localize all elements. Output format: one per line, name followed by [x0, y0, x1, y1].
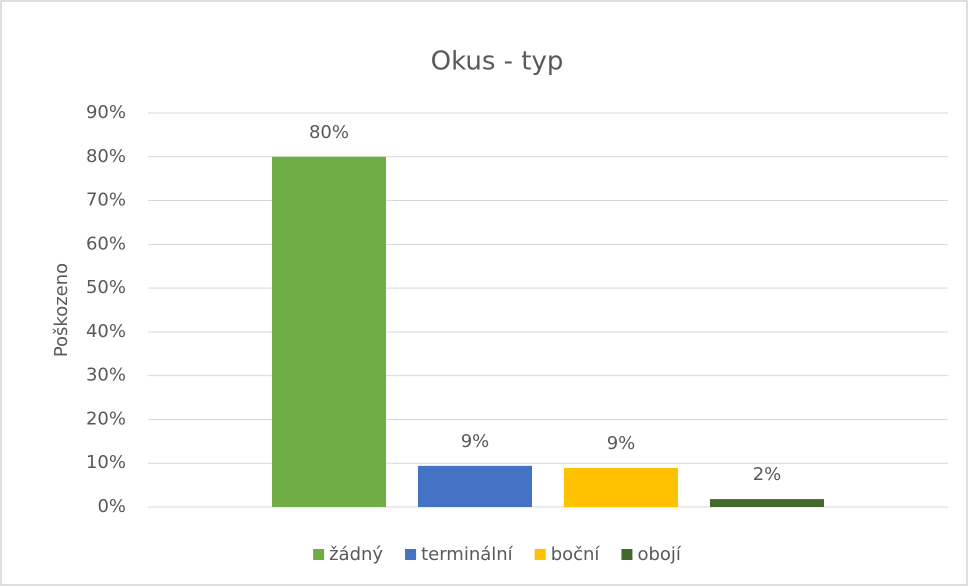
y-tick-label: 90%: [86, 102, 126, 123]
legend-swatch: [534, 549, 546, 560]
y-tick-label: 20%: [86, 408, 126, 429]
legend-label: terminální: [421, 544, 514, 565]
bar: [272, 156, 386, 507]
data-label: 9%: [461, 431, 490, 452]
data-label: 2%: [753, 464, 782, 485]
bar: [418, 465, 532, 507]
y-tick-label: 10%: [86, 452, 126, 473]
data-label: 80%: [309, 122, 349, 143]
legend-swatch: [313, 549, 325, 560]
bar: [564, 468, 678, 507]
y-tick-label: 70%: [86, 190, 126, 211]
y-tick-label: 30%: [86, 365, 126, 386]
legend-label: žádný: [329, 544, 383, 565]
legend-swatch: [405, 549, 417, 560]
data-label: 9%: [607, 433, 636, 454]
bar: [710, 499, 824, 507]
y-tick-label: 60%: [86, 233, 126, 254]
y-axis-label: Poškozeno: [51, 263, 72, 357]
y-tick-label: 0%: [97, 496, 126, 517]
y-tick-label: 40%: [86, 321, 126, 342]
legend-swatch: [621, 549, 633, 560]
y-tick-label: 80%: [86, 146, 126, 167]
y-tick-label: 50%: [86, 277, 126, 298]
legend-label: obojí: [637, 544, 681, 565]
legend-label: boční: [551, 544, 601, 565]
chart-title: Okus - typ: [431, 47, 564, 77]
